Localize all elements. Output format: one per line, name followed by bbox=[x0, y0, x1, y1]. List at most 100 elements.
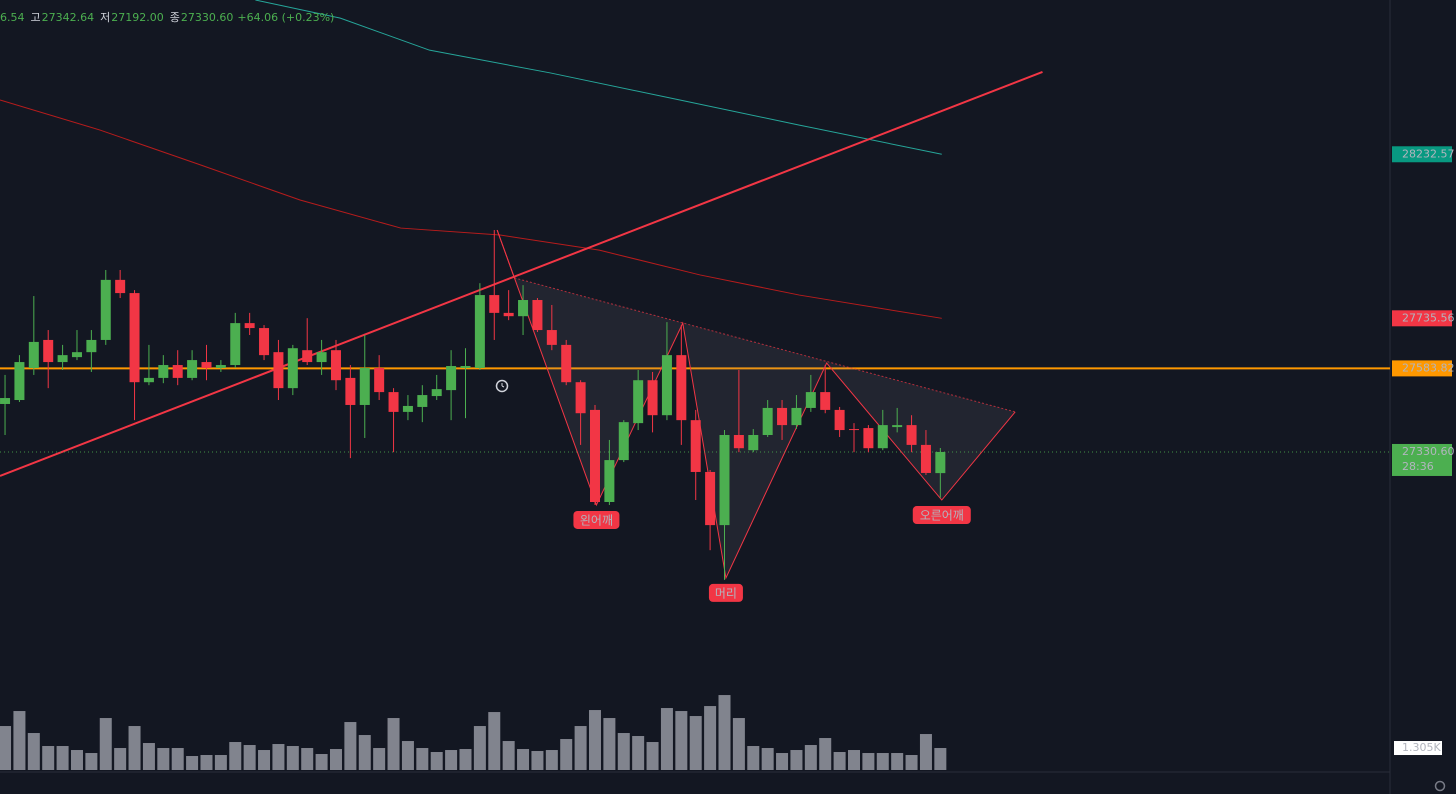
pattern-line bbox=[496, 229, 515, 279]
candle-body bbox=[589, 409, 600, 503]
candle-body bbox=[201, 362, 212, 369]
volume-bar bbox=[761, 748, 774, 770]
volume-bar bbox=[833, 752, 846, 770]
volume-bar bbox=[200, 755, 213, 770]
volume-bar bbox=[430, 752, 443, 770]
header-part: 27342.64 bbox=[42, 11, 95, 24]
candle-body bbox=[820, 392, 831, 410]
candle-body bbox=[431, 389, 442, 397]
candle-body bbox=[244, 323, 255, 329]
volume-bar bbox=[157, 748, 170, 770]
candle-body bbox=[71, 352, 82, 358]
volume-bar bbox=[114, 748, 127, 770]
volume-bar bbox=[660, 708, 673, 770]
pattern-label: 왼어깨 bbox=[580, 513, 613, 527]
candle-body bbox=[330, 350, 341, 381]
volume-bar bbox=[776, 753, 789, 770]
header-part: 6.54 bbox=[0, 11, 25, 24]
candle-body bbox=[920, 444, 931, 473]
candle-body bbox=[14, 362, 25, 401]
volume-bar bbox=[445, 750, 458, 770]
candle-body bbox=[877, 425, 888, 449]
candle-body bbox=[719, 435, 730, 526]
candle-body bbox=[158, 365, 169, 378]
header-part: 저 bbox=[100, 11, 110, 24]
volume-bar bbox=[891, 753, 904, 770]
candle-body bbox=[388, 392, 399, 412]
volume-bar bbox=[646, 742, 659, 770]
candle-body bbox=[402, 405, 413, 412]
volume-bar bbox=[373, 748, 386, 770]
volume-bar bbox=[876, 753, 889, 770]
axes: 28232.57 27735.56 27583.82 27330.60 28:36 1.3… bbox=[1392, 146, 1455, 756]
volume-bar bbox=[675, 711, 688, 770]
candle-body bbox=[503, 312, 514, 317]
volume-bar bbox=[488, 712, 501, 770]
price-tag-label: 27330.60 bbox=[1402, 445, 1455, 458]
candle-body bbox=[748, 435, 759, 451]
volume-bar bbox=[358, 735, 371, 770]
pattern-label: 오른어깨 bbox=[920, 509, 964, 523]
pattern-label-box bbox=[708, 583, 743, 602]
candle-body bbox=[575, 382, 586, 414]
price-tag-sub: 28:36 bbox=[1402, 460, 1434, 473]
volume-bar bbox=[704, 706, 717, 770]
candle-body bbox=[532, 300, 543, 331]
candle-body bbox=[273, 352, 284, 389]
volume-bar bbox=[329, 749, 342, 770]
volume-bar bbox=[473, 726, 486, 770]
volume-bar bbox=[862, 753, 875, 770]
price-tag bbox=[1392, 310, 1452, 327]
candle-body bbox=[86, 339, 97, 353]
volume-bar bbox=[632, 736, 645, 770]
price-tag bbox=[1392, 443, 1452, 476]
candle-body bbox=[57, 355, 68, 363]
volume-bar bbox=[934, 748, 947, 770]
volume-bar bbox=[574, 726, 587, 770]
candle-body bbox=[647, 380, 658, 416]
price-tag-label: 27583.82 bbox=[1402, 361, 1455, 374]
candle-body bbox=[604, 460, 615, 503]
candle-body bbox=[143, 377, 154, 383]
candle-body bbox=[28, 341, 39, 369]
candle-body bbox=[446, 366, 457, 391]
volume-bar bbox=[401, 741, 414, 770]
candle-body bbox=[935, 451, 946, 474]
volume-bar bbox=[13, 711, 26, 770]
candle-body bbox=[661, 355, 672, 416]
volume-bar bbox=[819, 738, 832, 770]
volume-bar bbox=[588, 710, 601, 770]
candles bbox=[0, 230, 946, 580]
candle-body bbox=[474, 295, 485, 369]
volume-bar bbox=[689, 716, 702, 770]
candle-body bbox=[892, 425, 903, 428]
volume-bar bbox=[70, 750, 83, 770]
candle-body bbox=[834, 409, 845, 431]
volume-bar bbox=[243, 745, 256, 770]
volume-bar bbox=[27, 733, 40, 770]
volume-bar bbox=[258, 750, 271, 770]
volume-bar bbox=[301, 748, 314, 770]
volume-bar bbox=[603, 718, 616, 770]
candle-body bbox=[43, 339, 54, 363]
candle-body bbox=[690, 420, 701, 472]
candle-body bbox=[705, 471, 716, 526]
candle-body bbox=[805, 392, 816, 408]
header-part: 종 bbox=[170, 11, 180, 24]
price-tag bbox=[1392, 360, 1452, 377]
candle-body bbox=[172, 365, 183, 378]
candle-body bbox=[374, 368, 385, 393]
candle-body bbox=[460, 366, 471, 369]
volume-bar bbox=[99, 718, 112, 770]
volume-bar bbox=[85, 753, 98, 770]
pattern-line bbox=[496, 229, 1016, 580]
settings-icon[interactable] bbox=[1434, 780, 1446, 792]
volume bbox=[0, 695, 947, 770]
candle-body bbox=[546, 330, 557, 345]
candle-body bbox=[863, 428, 874, 449]
candle-body bbox=[676, 355, 687, 421]
price-tag-label: 27735.56 bbox=[1402, 311, 1455, 324]
candle-body bbox=[302, 350, 313, 363]
candle-body bbox=[187, 360, 198, 378]
volume-bar bbox=[718, 695, 731, 770]
